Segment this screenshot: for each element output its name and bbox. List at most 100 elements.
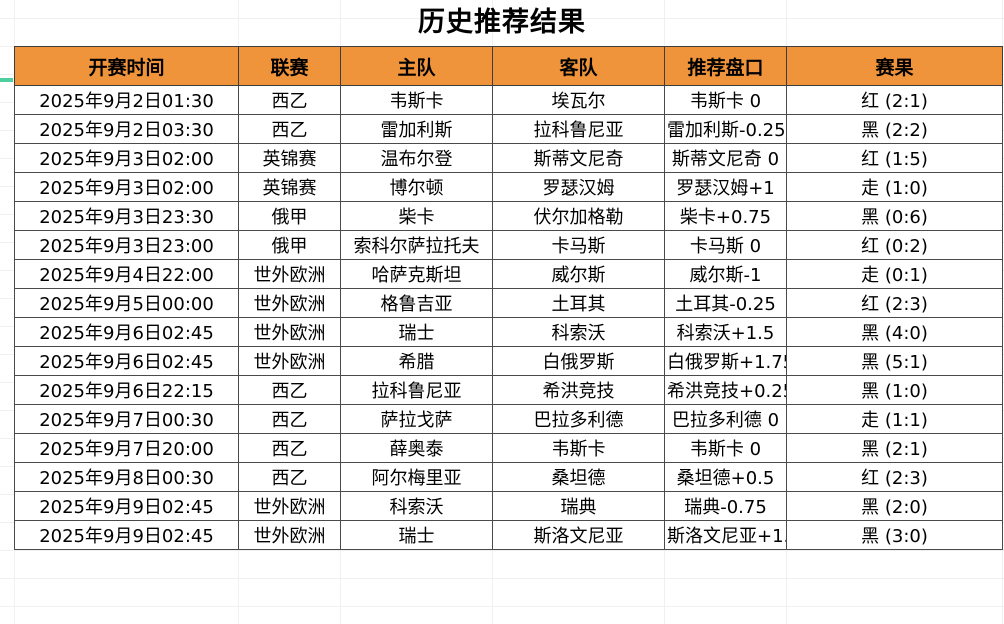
cell-home: 格鲁吉亚: [340, 288, 493, 318]
cell-pick: 斯洛文尼亚+1.25: [664, 520, 787, 550]
cell-league: 俄甲: [238, 230, 341, 260]
cell-league: 西乙: [238, 433, 341, 463]
row-selection-marker: [0, 78, 13, 82]
result-mark: 红: [861, 91, 880, 112]
cell-time: 2025年9月6日02:45: [14, 346, 239, 376]
cell-time: 2025年9月2日03:30: [14, 114, 239, 144]
cell-result: 红 (2:3): [786, 288, 1003, 318]
result-score: (4:0): [884, 323, 928, 344]
column-header-away[interactable]: 客队: [492, 46, 665, 86]
cell-home: 萨拉戈萨: [340, 404, 493, 434]
cell-home: 哈萨克斯坦: [340, 259, 493, 289]
cell-home: 索科尔萨拉托夫: [340, 230, 493, 260]
cell-league: 俄甲: [238, 201, 341, 231]
cell-pick: 柴卡+0.75: [664, 201, 787, 231]
column-header-league[interactable]: 联赛: [238, 46, 341, 86]
table-row[interactable]: 2025年9月3日02:00 英锦赛 博尔顿 罗瑟汉姆 罗瑟汉姆+1 走 (1:0): [14, 172, 1003, 202]
cell-league: 世外欧洲: [238, 288, 341, 318]
cell-away: 瑞典: [492, 491, 665, 521]
result-mark: 走: [861, 178, 880, 199]
result-score: (1:0): [884, 381, 928, 402]
cell-league: 西乙: [238, 375, 341, 405]
cell-time: 2025年9月9日02:45: [14, 520, 239, 550]
result-score: (2:3): [884, 468, 928, 489]
table-row[interactable]: 2025年9月6日22:15 西乙 拉科鲁尼亚 希洪竞技 希洪竞技+0.25 黑 (1:0…: [14, 375, 1003, 405]
cell-result: 红 (1:5): [786, 143, 1003, 173]
result-mark: 黑: [861, 526, 880, 547]
result-mark: 黑: [861, 207, 880, 228]
cell-league: 西乙: [238, 114, 341, 144]
cell-pick: 希洪竞技+0.25: [664, 375, 787, 405]
cell-time: 2025年9月3日23:00: [14, 230, 239, 260]
cell-time: 2025年9月8日00:30: [14, 462, 239, 492]
page-title-bar: 历史推荐结果: [0, 0, 1004, 44]
cell-pick: 韦斯卡 0: [664, 433, 787, 463]
cell-away: 埃瓦尔: [492, 85, 665, 115]
cell-pick: 白俄罗斯+1.75: [664, 346, 787, 376]
cell-time: 2025年9月7日00:30: [14, 404, 239, 434]
cell-home: 雷加利斯: [340, 114, 493, 144]
cell-away: 土耳其: [492, 288, 665, 318]
result-mark: 黑: [861, 120, 880, 141]
table-row[interactable]: 2025年9月5日00:00 世外欧洲 格鲁吉亚 土耳其 土耳其-0.25 红 (2:3): [14, 288, 1003, 318]
cell-result: 黑 (2:2): [786, 114, 1003, 144]
cell-time: 2025年9月7日20:00: [14, 433, 239, 463]
cell-pick: 雷加利斯-0.25: [664, 114, 787, 144]
cell-time: 2025年9月4日22:00: [14, 259, 239, 289]
cell-league: 世外欧洲: [238, 346, 341, 376]
cell-pick: 卡马斯 0: [664, 230, 787, 260]
result-score: (0:1): [884, 265, 928, 286]
table-row[interactable]: 2025年9月4日22:00 世外欧洲 哈萨克斯坦 威尔斯 威尔斯-1 走 (0:1): [14, 259, 1003, 289]
cell-time: 2025年9月3日23:30: [14, 201, 239, 231]
result-mark: 红: [861, 468, 880, 489]
cell-home: 希腊: [340, 346, 493, 376]
cell-league: 世外欧洲: [238, 259, 341, 289]
table-row[interactable]: 2025年9月2日03:30 西乙 雷加利斯 拉科鲁尼亚 雷加利斯-0.25 黑 (2:2…: [14, 114, 1003, 144]
cell-league: 英锦赛: [238, 172, 341, 202]
cell-result: 黑 (5:1): [786, 346, 1003, 376]
cell-away: 斯洛文尼亚: [492, 520, 665, 550]
result-score: (5:1): [884, 352, 928, 373]
table-row[interactable]: 2025年9月9日02:45 世外欧洲 科索沃 瑞典 瑞典-0.75 黑 (2:0): [14, 491, 1003, 521]
cell-pick: 巴拉多利德 0: [664, 404, 787, 434]
cell-result: 红 (2:3): [786, 462, 1003, 492]
cell-time: 2025年9月6日02:45: [14, 317, 239, 347]
table-header-row: 开赛时间 联赛 主队 客队 推荐盘口 赛果: [14, 46, 1003, 86]
cell-result: 黑 (1:0): [786, 375, 1003, 405]
column-header-time[interactable]: 开赛时间: [14, 46, 239, 86]
cell-league: 英锦赛: [238, 143, 341, 173]
cell-home: 温布尔登: [340, 143, 493, 173]
cell-time: 2025年9月6日22:15: [14, 375, 239, 405]
cell-result: 黑 (0:6): [786, 201, 1003, 231]
cell-pick: 科索沃+1.5: [664, 317, 787, 347]
table-row[interactable]: 2025年9月6日02:45 世外欧洲 希腊 白俄罗斯 白俄罗斯+1.75 黑 (5:1): [14, 346, 1003, 376]
cell-home: 拉科鲁尼亚: [340, 375, 493, 405]
table-row[interactable]: 2025年9月3日23:30 俄甲 柴卡 伏尔加格勒 柴卡+0.75 黑 (0:6): [14, 201, 1003, 231]
cell-home: 博尔顿: [340, 172, 493, 202]
table-row[interactable]: 2025年9月8日00:30 西乙 阿尔梅里亚 桑坦德 桑坦德+0.5 红 (2:3): [14, 462, 1003, 492]
result-score: (1:1): [884, 410, 928, 431]
history-results-table: 开赛时间 联赛 主队 客队 推荐盘口 赛果 2025年9月2日01:30 西乙 韦斯…: [14, 46, 1003, 550]
result-mark: 黑: [861, 323, 880, 344]
result-mark: 红: [861, 294, 880, 315]
cell-league: 西乙: [238, 404, 341, 434]
cell-result: 走 (1:0): [786, 172, 1003, 202]
cell-result: 黑 (2:0): [786, 491, 1003, 521]
table-row[interactable]: 2025年9月6日02:45 世外欧洲 瑞士 科索沃 科索沃+1.5 黑 (4:0): [14, 317, 1003, 347]
result-score: (2:0): [884, 497, 928, 518]
cell-league: 世外欧洲: [238, 491, 341, 521]
cell-home: 阿尔梅里亚: [340, 462, 493, 492]
result-score: (2:2): [884, 120, 928, 141]
column-header-result[interactable]: 赛果: [786, 46, 1003, 86]
column-header-home[interactable]: 主队: [340, 46, 493, 86]
cell-pick: 韦斯卡 0: [664, 85, 787, 115]
cell-time: 2025年9月2日01:30: [14, 85, 239, 115]
column-header-pick[interactable]: 推荐盘口: [664, 46, 787, 86]
